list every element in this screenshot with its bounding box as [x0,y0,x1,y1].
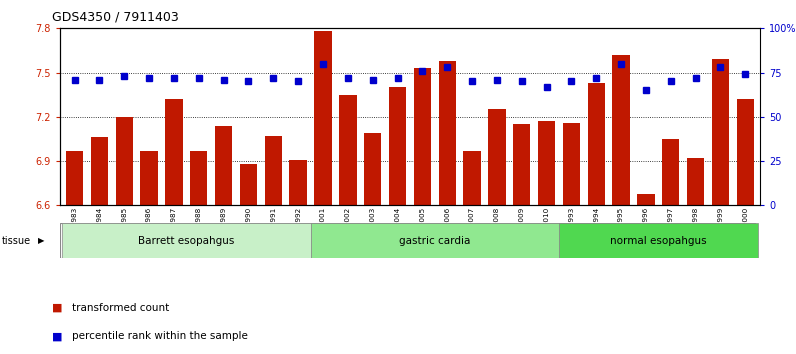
Text: normal esopahgus: normal esopahgus [610,236,707,246]
Bar [736,99,754,205]
Bar [712,59,729,205]
Bar [115,117,133,205]
Bar [264,136,282,205]
Text: ■: ■ [52,303,62,313]
Bar [388,87,406,205]
Text: gastric cardia: gastric cardia [399,236,470,246]
Bar [513,124,530,205]
Bar [488,109,505,205]
Text: GDS4350 / 7911403: GDS4350 / 7911403 [52,11,178,24]
Bar [638,194,654,205]
Bar [587,83,605,205]
Bar [91,137,108,205]
Bar [166,99,182,205]
Text: ▶: ▶ [38,236,45,245]
Text: ■: ■ [52,331,62,341]
Text: transformed count: transformed count [72,303,169,313]
Bar [687,158,704,205]
Bar [240,164,257,205]
Bar [538,121,556,205]
Bar [190,151,208,205]
Bar [414,68,431,205]
Bar [563,123,580,205]
Bar [662,139,680,205]
Bar [439,61,456,205]
Bar [559,223,758,258]
Bar [66,151,84,205]
Bar [140,151,158,205]
Bar [310,223,559,258]
Bar [290,160,306,205]
Bar [215,126,232,205]
Text: tissue: tissue [2,236,31,246]
Bar [612,55,630,205]
Bar [364,133,381,205]
Bar [463,151,481,205]
Bar [339,95,357,205]
Bar [62,223,310,258]
Bar [314,31,332,205]
Text: percentile rank within the sample: percentile rank within the sample [72,331,248,341]
Text: Barrett esopahgus: Barrett esopahgus [139,236,235,246]
